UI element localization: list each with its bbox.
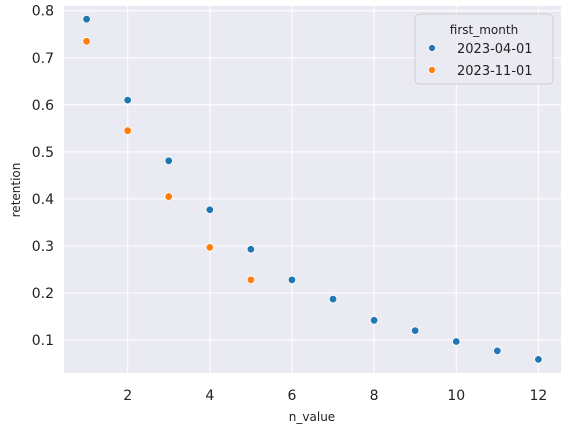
data-point-2023-11-01 xyxy=(247,276,255,284)
y-tick-label: 0.5 xyxy=(32,145,54,161)
data-point-2023-04-01 xyxy=(288,276,296,284)
data-point-2023-11-01 xyxy=(124,127,132,135)
data-point-2023-04-01 xyxy=(206,206,214,214)
legend[interactable]: first_month 2023-04-01 2023-11-01 xyxy=(415,14,553,84)
x-axis-label: n_value xyxy=(289,410,335,424)
y-axis-label: retention xyxy=(9,163,23,218)
legend-marker-2023-04-01 xyxy=(429,45,436,52)
data-point-2023-04-01 xyxy=(411,327,419,335)
y-tick-label: 0.8 xyxy=(32,4,54,20)
data-point-2023-11-01 xyxy=(206,244,214,252)
data-point-2023-04-01 xyxy=(83,15,91,23)
data-point-2023-04-01 xyxy=(124,96,132,104)
x-tick-label: 12 xyxy=(529,388,547,404)
y-tick-label: 0.2 xyxy=(32,286,54,302)
y-tick-label: 0.3 xyxy=(32,239,54,255)
data-point-2023-04-01 xyxy=(165,157,173,165)
x-tick-label: 10 xyxy=(447,388,465,404)
legend-marker-2023-11-01 xyxy=(429,67,436,74)
legend-title: first_month xyxy=(450,23,518,37)
data-point-2023-04-01 xyxy=(452,338,460,346)
x-tick-label: 4 xyxy=(205,388,214,404)
legend-label-2023-11-01: 2023-11-01 xyxy=(457,64,533,79)
data-point-2023-11-01 xyxy=(83,37,91,45)
y-tick-label: 0.4 xyxy=(32,192,54,208)
data-point-2023-04-01 xyxy=(494,347,502,355)
data-point-2023-11-01 xyxy=(165,193,173,201)
data-point-2023-04-01 xyxy=(370,317,378,325)
data-point-2023-04-01 xyxy=(247,245,255,253)
x-tick-label: 8 xyxy=(370,388,379,404)
y-tick-label: 0.1 xyxy=(32,333,54,349)
y-tick-label: 0.7 xyxy=(32,51,54,67)
x-tick-label: 6 xyxy=(288,388,297,404)
data-point-2023-04-01 xyxy=(535,356,543,364)
x-tick-label: 2 xyxy=(123,388,132,404)
data-point-2023-04-01 xyxy=(329,295,337,303)
legend-label-2023-04-01: 2023-04-01 xyxy=(457,42,533,57)
y-tick-label: 0.6 xyxy=(32,98,54,114)
